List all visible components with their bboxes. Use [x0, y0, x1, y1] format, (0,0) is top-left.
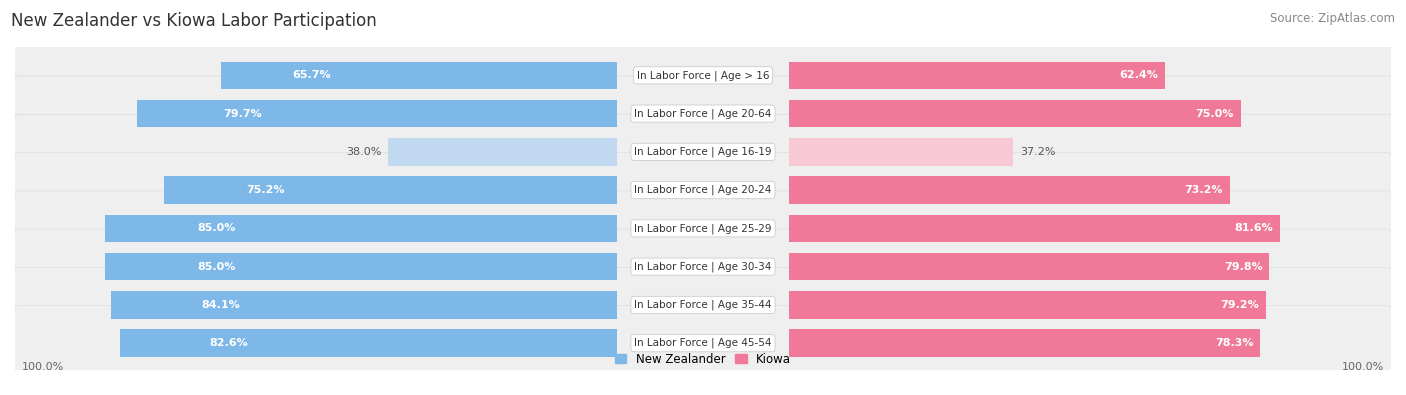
Text: 85.0%: 85.0%: [197, 261, 236, 272]
Text: In Labor Force | Age 16-19: In Labor Force | Age 16-19: [634, 147, 772, 157]
Legend: New Zealander, Kiowa: New Zealander, Kiowa: [610, 348, 796, 371]
Bar: [789, 138, 1012, 166]
Text: 100.0%: 100.0%: [22, 362, 65, 372]
FancyBboxPatch shape: [14, 38, 1392, 113]
Bar: [111, 291, 617, 319]
Text: 73.2%: 73.2%: [1184, 185, 1223, 195]
Text: 37.2%: 37.2%: [1019, 147, 1056, 157]
Text: In Labor Force | Age 20-64: In Labor Force | Age 20-64: [634, 108, 772, 119]
FancyBboxPatch shape: [14, 152, 1392, 228]
Bar: [789, 291, 1265, 319]
Text: 75.0%: 75.0%: [1195, 109, 1233, 118]
Text: In Labor Force | Age > 16: In Labor Force | Age > 16: [637, 70, 769, 81]
Bar: [222, 62, 617, 89]
Text: 62.4%: 62.4%: [1119, 70, 1157, 80]
FancyBboxPatch shape: [14, 76, 1392, 151]
Text: New Zealander vs Kiowa Labor Participation: New Zealander vs Kiowa Labor Participati…: [11, 12, 377, 30]
FancyBboxPatch shape: [14, 306, 1392, 381]
Text: In Labor Force | Age 20-24: In Labor Force | Age 20-24: [634, 185, 772, 196]
Bar: [138, 100, 617, 127]
Bar: [165, 176, 617, 204]
FancyBboxPatch shape: [14, 114, 1392, 189]
Text: 79.2%: 79.2%: [1220, 300, 1258, 310]
Text: 81.6%: 81.6%: [1234, 224, 1274, 233]
Bar: [789, 253, 1270, 280]
FancyBboxPatch shape: [14, 229, 1392, 304]
Bar: [789, 329, 1260, 357]
FancyBboxPatch shape: [14, 267, 1392, 342]
Bar: [105, 214, 617, 242]
Text: 82.6%: 82.6%: [209, 338, 247, 348]
Text: 65.7%: 65.7%: [292, 70, 332, 80]
Text: In Labor Force | Age 30-34: In Labor Force | Age 30-34: [634, 261, 772, 272]
Text: 38.0%: 38.0%: [346, 147, 381, 157]
Bar: [105, 253, 617, 280]
Bar: [388, 138, 617, 166]
Text: 78.3%: 78.3%: [1215, 338, 1254, 348]
Text: 79.8%: 79.8%: [1223, 261, 1263, 272]
Text: 84.1%: 84.1%: [202, 300, 240, 310]
Text: In Labor Force | Age 35-44: In Labor Force | Age 35-44: [634, 300, 772, 310]
Text: In Labor Force | Age 45-54: In Labor Force | Age 45-54: [634, 338, 772, 348]
Bar: [789, 62, 1164, 89]
Text: 85.0%: 85.0%: [197, 224, 236, 233]
Text: 75.2%: 75.2%: [246, 185, 284, 195]
Text: Source: ZipAtlas.com: Source: ZipAtlas.com: [1270, 12, 1395, 25]
Text: In Labor Force | Age 25-29: In Labor Force | Age 25-29: [634, 223, 772, 233]
Bar: [120, 329, 617, 357]
Bar: [789, 176, 1230, 204]
Text: 100.0%: 100.0%: [1341, 362, 1384, 372]
Bar: [789, 100, 1240, 127]
Text: 79.7%: 79.7%: [224, 109, 263, 118]
FancyBboxPatch shape: [14, 191, 1392, 266]
Bar: [789, 214, 1281, 242]
